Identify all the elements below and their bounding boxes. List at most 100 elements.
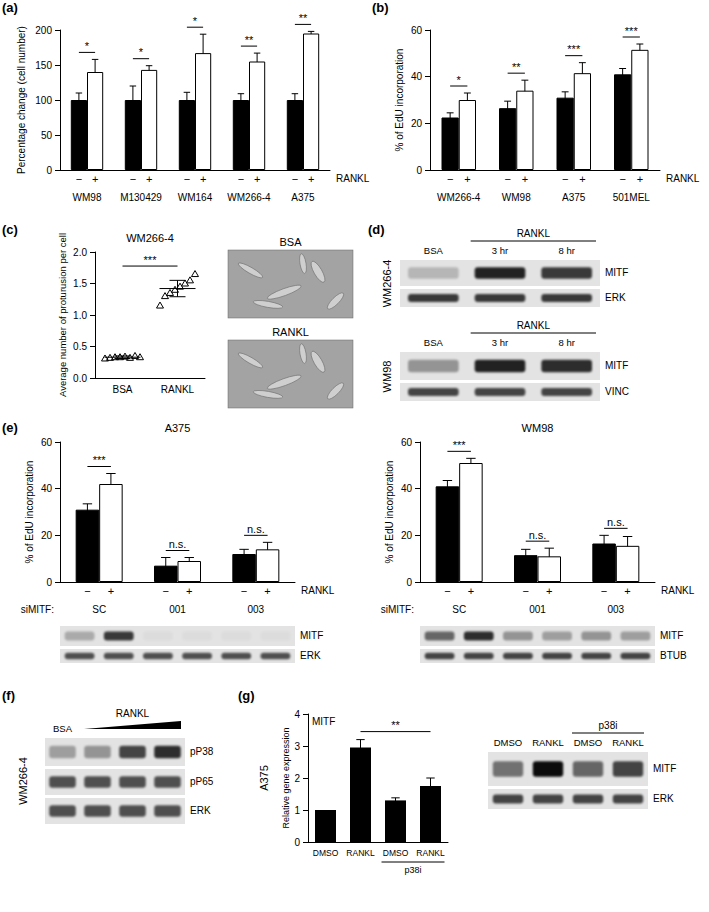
svg-text:40: 40 bbox=[411, 71, 423, 82]
svg-text:p38i: p38i bbox=[599, 720, 618, 731]
svg-text:WM98: WM98 bbox=[522, 422, 554, 434]
svg-text:RANKL: RANKL bbox=[661, 585, 695, 596]
svg-text:+: + bbox=[637, 173, 643, 185]
svg-text:DMSO: DMSO bbox=[574, 737, 603, 748]
svg-text:+: + bbox=[254, 173, 260, 185]
svg-text:M130429: M130429 bbox=[120, 192, 162, 203]
svg-text:RANKL: RANKL bbox=[301, 585, 335, 596]
svg-text:20: 20 bbox=[41, 530, 53, 541]
svg-text:Average number of proturusion: Average number of proturusion per cell bbox=[57, 233, 68, 397]
svg-text:+: + bbox=[579, 173, 585, 185]
svg-text:RANKL: RANKL bbox=[116, 708, 150, 719]
svg-text:60: 60 bbox=[411, 25, 423, 36]
svg-text:8 hr: 8 hr bbox=[558, 245, 574, 256]
svg-text:200: 200 bbox=[35, 25, 52, 36]
svg-text:4: 4 bbox=[294, 709, 300, 720]
svg-text:siMITF:: siMITF: bbox=[381, 604, 414, 615]
svg-text:(g): (g) bbox=[238, 688, 255, 703]
svg-text:−: − bbox=[76, 173, 82, 185]
svg-text:−: − bbox=[163, 585, 169, 597]
svg-text:% of EdU incorporation: % of EdU incorporation bbox=[24, 461, 35, 564]
svg-text:1.0: 1.0 bbox=[73, 310, 87, 321]
svg-text:−: − bbox=[184, 173, 190, 185]
svg-text:+: + bbox=[464, 173, 470, 185]
svg-text:% of EdU incorporation: % of EdU incorporation bbox=[394, 49, 405, 152]
svg-text:+: + bbox=[264, 585, 270, 597]
svg-text:+: + bbox=[200, 173, 206, 185]
svg-text:1: 1 bbox=[294, 805, 300, 816]
svg-text:***: *** bbox=[453, 439, 467, 451]
svg-text:WM266-4: WM266-4 bbox=[17, 757, 29, 805]
svg-text:p38i: p38i bbox=[404, 865, 421, 875]
svg-text:2.0: 2.0 bbox=[73, 247, 87, 258]
svg-text:0: 0 bbox=[46, 577, 52, 588]
svg-text:Relative gene expression: Relative gene expression bbox=[281, 727, 291, 828]
svg-text:MITF: MITF bbox=[605, 267, 628, 278]
svg-text:**: ** bbox=[512, 61, 521, 73]
svg-text:−: − bbox=[601, 585, 607, 597]
svg-text:RANKL: RANKL bbox=[416, 848, 445, 858]
svg-text:*: * bbox=[457, 74, 462, 86]
svg-text:−: − bbox=[523, 585, 529, 597]
svg-text:+: + bbox=[146, 173, 152, 185]
svg-text:0.5: 0.5 bbox=[73, 341, 87, 352]
svg-text:60: 60 bbox=[41, 437, 53, 448]
svg-text:+: + bbox=[108, 585, 114, 597]
svg-text:***: *** bbox=[625, 25, 639, 37]
svg-text:BSA: BSA bbox=[424, 245, 444, 256]
svg-text:ERK: ERK bbox=[653, 793, 674, 804]
svg-text:(f): (f) bbox=[2, 688, 15, 703]
svg-text:n.s.: n.s. bbox=[529, 529, 547, 541]
svg-text:pP38: pP38 bbox=[190, 746, 214, 757]
svg-text:A375: A375 bbox=[258, 765, 270, 791]
svg-text:0: 0 bbox=[294, 837, 300, 848]
svg-text:*: * bbox=[85, 40, 90, 52]
svg-text:WM266-4: WM266-4 bbox=[437, 192, 481, 203]
svg-text:**: ** bbox=[245, 34, 254, 46]
svg-text:pP65: pP65 bbox=[190, 776, 214, 787]
svg-text:WM164: WM164 bbox=[178, 192, 213, 203]
svg-text:MITF: MITF bbox=[300, 630, 323, 641]
svg-text:1.5: 1.5 bbox=[73, 278, 87, 289]
svg-text:0.0: 0.0 bbox=[73, 373, 87, 384]
svg-text:*: * bbox=[139, 46, 144, 58]
svg-text:WM266-4: WM266-4 bbox=[227, 192, 271, 203]
svg-text:RANKL: RANKL bbox=[517, 320, 551, 331]
svg-text:−: − bbox=[447, 173, 453, 185]
svg-text:BSA: BSA bbox=[279, 236, 302, 248]
svg-text:A375: A375 bbox=[165, 422, 191, 434]
svg-text:SC: SC bbox=[92, 604, 106, 615]
svg-text:150: 150 bbox=[35, 60, 52, 71]
svg-text:RANKL: RANKL bbox=[161, 384, 195, 395]
svg-text:ERK: ERK bbox=[605, 292, 626, 303]
svg-text:***: *** bbox=[93, 454, 107, 466]
svg-text:RANKL: RANKL bbox=[532, 737, 564, 748]
svg-text:+: + bbox=[468, 585, 474, 597]
svg-text:n.s.: n.s. bbox=[169, 538, 187, 550]
svg-text:+: + bbox=[92, 173, 98, 185]
svg-text:20: 20 bbox=[411, 118, 423, 129]
svg-text:40: 40 bbox=[41, 483, 53, 494]
svg-text:**: ** bbox=[391, 719, 400, 731]
svg-text:40: 40 bbox=[401, 483, 413, 494]
svg-text:(d): (d) bbox=[368, 222, 385, 237]
svg-text:20: 20 bbox=[401, 530, 413, 541]
svg-text:3 hr: 3 hr bbox=[492, 245, 508, 256]
svg-text:8 hr: 8 hr bbox=[558, 337, 574, 348]
svg-text:WM266-4: WM266-4 bbox=[126, 232, 174, 244]
svg-text:001: 001 bbox=[169, 604, 186, 615]
svg-text:501MEL: 501MEL bbox=[613, 192, 651, 203]
svg-text:**: ** bbox=[299, 12, 308, 24]
svg-text:−: − bbox=[292, 173, 298, 185]
svg-text:−: − bbox=[238, 173, 244, 185]
svg-text:DMSO: DMSO bbox=[494, 737, 523, 748]
svg-text:3 hr: 3 hr bbox=[492, 337, 508, 348]
svg-text:***: *** bbox=[144, 254, 158, 266]
svg-text:2: 2 bbox=[294, 773, 300, 784]
svg-text:3: 3 bbox=[294, 741, 300, 752]
svg-text:BTUB: BTUB bbox=[660, 650, 687, 661]
svg-text:−: − bbox=[562, 173, 568, 185]
svg-text:−: − bbox=[241, 585, 247, 597]
svg-text:ERK: ERK bbox=[190, 805, 211, 816]
svg-text:RANKL: RANKL bbox=[336, 173, 370, 184]
